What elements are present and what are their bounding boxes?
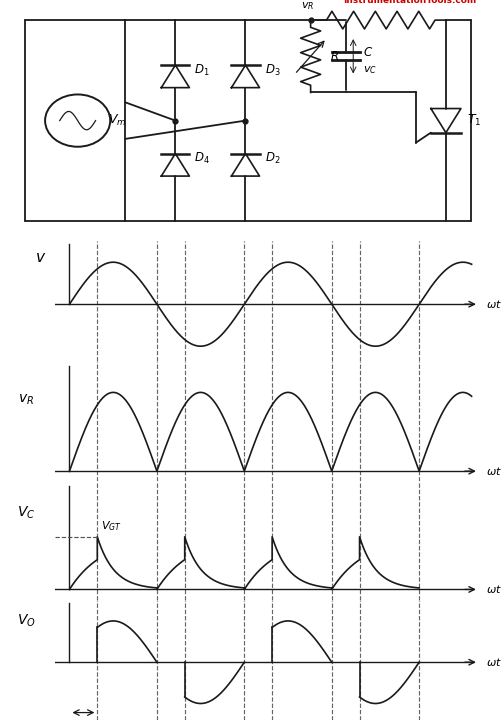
Text: $V_{GT}$: $V_{GT}$ — [101, 519, 122, 534]
Text: $a$: $a$ — [79, 719, 88, 720]
Text: $v_C$: $v_C$ — [363, 65, 377, 76]
Text: $\omega t$: $\omega t$ — [486, 298, 501, 310]
Text: $V_O$: $V_O$ — [17, 613, 36, 629]
Text: $V_C$: $V_C$ — [17, 504, 36, 521]
Text: $V_m$: $V_m$ — [108, 113, 126, 128]
Text: $D_3$: $D_3$ — [265, 63, 280, 78]
Text: $T_1$: $T_1$ — [467, 113, 481, 128]
Text: load: load — [369, 0, 393, 2]
Text: $D_2$: $D_2$ — [265, 151, 280, 166]
Text: $v_R$: $v_R$ — [19, 393, 35, 408]
Text: $v_R$: $v_R$ — [302, 0, 315, 12]
Text: $D_4$: $D_4$ — [194, 151, 210, 166]
Text: $\omega t$: $\omega t$ — [486, 465, 501, 477]
Text: v: v — [36, 251, 45, 266]
Text: InstrumentationTools.com: InstrumentationTools.com — [343, 0, 476, 5]
Text: $\omega t$: $\omega t$ — [486, 656, 501, 668]
Text: $\omega t$: $\omega t$ — [486, 583, 501, 595]
Text: C: C — [363, 46, 371, 59]
Text: $D_1$: $D_1$ — [194, 63, 210, 78]
Text: R: R — [331, 50, 339, 63]
